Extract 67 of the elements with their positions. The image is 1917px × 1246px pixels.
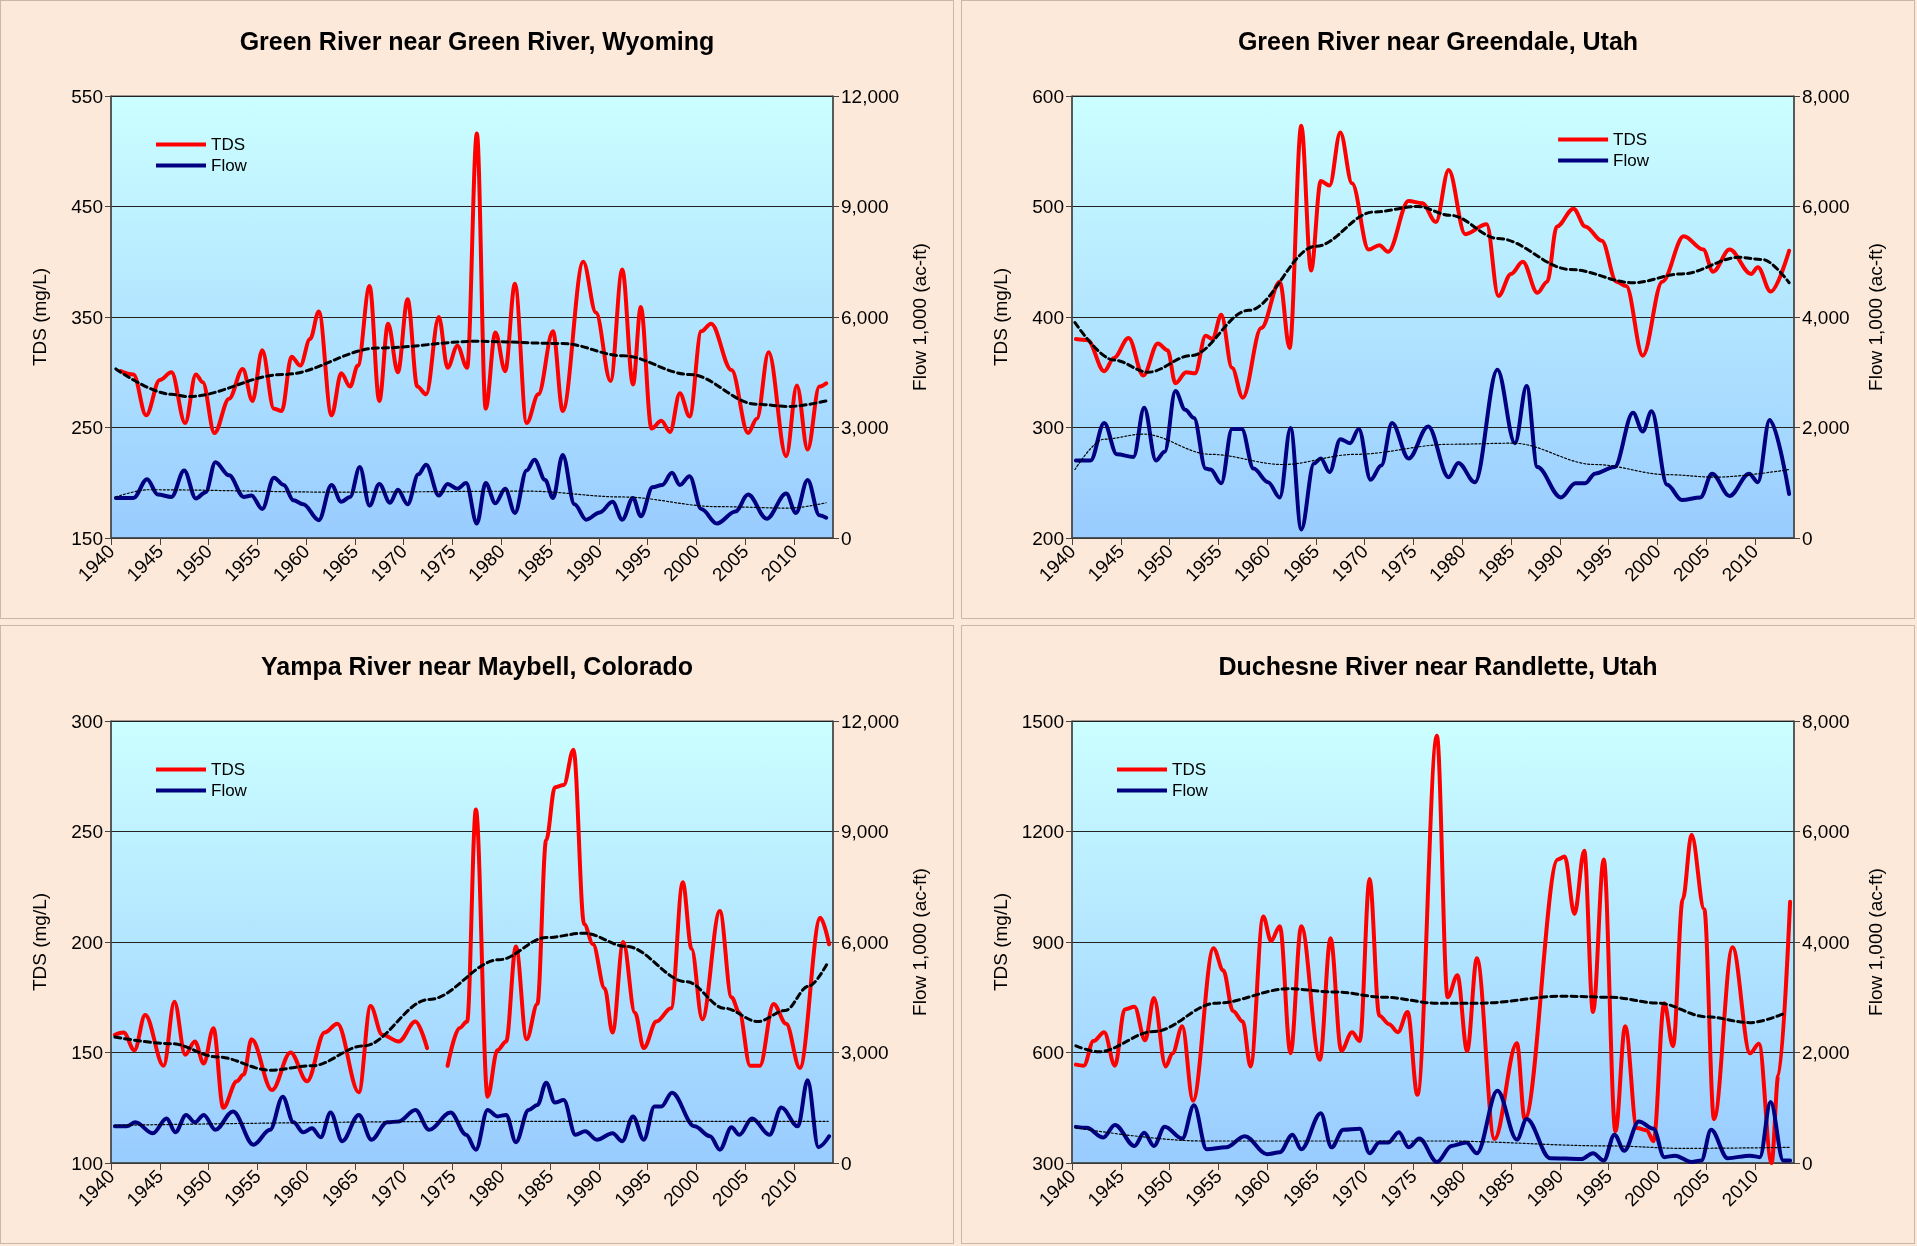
legend-label: TDS — [1613, 130, 1648, 149]
y-tick-label: 250 — [71, 417, 103, 438]
y2-tick-label: 12,000 — [841, 710, 900, 732]
y2-tick-label: 3,000 — [841, 417, 889, 438]
line-series — [1073, 205, 1791, 374]
legend-label: Flow — [211, 781, 248, 800]
y2-tick-label: 6,000 — [841, 931, 889, 953]
legend-label: Flow — [1613, 151, 1650, 170]
y2-tick-label: 4,000 — [1802, 931, 1850, 953]
y2-tick-label: 8,000 — [1802, 710, 1850, 732]
y2-tick-label: 9,000 — [841, 821, 889, 842]
y-axis-title: TDS (mg/L) — [29, 267, 50, 367]
line-series — [113, 931, 830, 1072]
y2-tick-label: 2,000 — [1802, 1042, 1850, 1063]
y-tick-label: 550 — [71, 85, 103, 107]
y2-tick-label: 3,000 — [841, 1042, 889, 1063]
line-series — [1073, 123, 1792, 400]
y2-tick-label: 0 — [1802, 527, 1813, 549]
y-axis-title: TDS (mg/L) — [990, 267, 1011, 367]
y2-tick-label: 6,000 — [1802, 196, 1850, 217]
y2-tick-label: 9,000 — [841, 196, 889, 217]
y-axis-title: TDS (mg/L) — [990, 892, 1011, 992]
y2-axis-title: Flow 1,000 (ac-ft) — [1865, 868, 1886, 1016]
chart-title: Duchesne River near Randlette, Utah — [1218, 651, 1658, 680]
y2-tick-label: 6,000 — [841, 306, 889, 328]
line-series — [115, 489, 827, 509]
line-series — [112, 1078, 832, 1152]
legend-label: TDS — [211, 135, 245, 154]
y-tick-label: 150 — [71, 1042, 103, 1063]
y2-tick-label: 8,000 — [1802, 85, 1850, 107]
y-tick-label: 1500 — [1021, 710, 1064, 732]
y2-tick-label: 2,000 — [1802, 417, 1850, 438]
y2-axis-title: Flow 1,000 (ac-ft) — [909, 243, 931, 391]
y2-tick-label: 12,000 — [841, 85, 900, 107]
line-series — [113, 453, 829, 526]
y-tick-label: 500 — [1032, 196, 1064, 217]
y2-tick-label: 0 — [1802, 1152, 1813, 1174]
line-series — [1074, 433, 1790, 478]
y2-axis-title: Flow 1,000 (ac-ft) — [1865, 243, 1886, 391]
y2-tick-label: 0 — [841, 1152, 852, 1174]
y-tick-label: 600 — [1032, 85, 1064, 107]
legend-label: TDS — [211, 760, 245, 779]
y-tick-label: 300 — [71, 710, 103, 732]
y-tick-label: 250 — [71, 821, 103, 842]
line-series — [1075, 1127, 1791, 1149]
line-series — [114, 339, 828, 409]
legend-label: TDS — [1172, 760, 1206, 779]
y2-axis-title: Flow 1,000 (ac-ft) — [909, 868, 931, 1016]
line-series — [118, 131, 829, 459]
legend-label: Flow — [211, 156, 248, 175]
chart-title: Green River near Green River, Wyoming — [239, 26, 715, 55]
y-tick-label: 900 — [1032, 931, 1064, 953]
chart-title: Green River near Greendale, Utah — [1237, 26, 1639, 55]
chart-title: Yampa River near Maybell, Colorado — [260, 651, 694, 680]
y2-tick-label: 0 — [841, 527, 852, 549]
y-tick-label: 450 — [71, 196, 103, 217]
y-tick-label: 1200 — [1021, 821, 1064, 842]
y-axis-title: TDS (mg/L) — [29, 892, 50, 992]
y2-tick-label: 6,000 — [1802, 821, 1850, 842]
y2-tick-label: 4,000 — [1802, 306, 1850, 328]
y-tick-label: 300 — [1032, 417, 1064, 438]
y-tick-label: 400 — [1032, 306, 1064, 328]
line-series — [1073, 367, 1792, 532]
y-tick-label: 200 — [71, 931, 103, 953]
y-tick-label: 350 — [71, 306, 103, 328]
legend-label: Flow — [1172, 781, 1209, 800]
y-tick-label: 600 — [1032, 1042, 1064, 1063]
